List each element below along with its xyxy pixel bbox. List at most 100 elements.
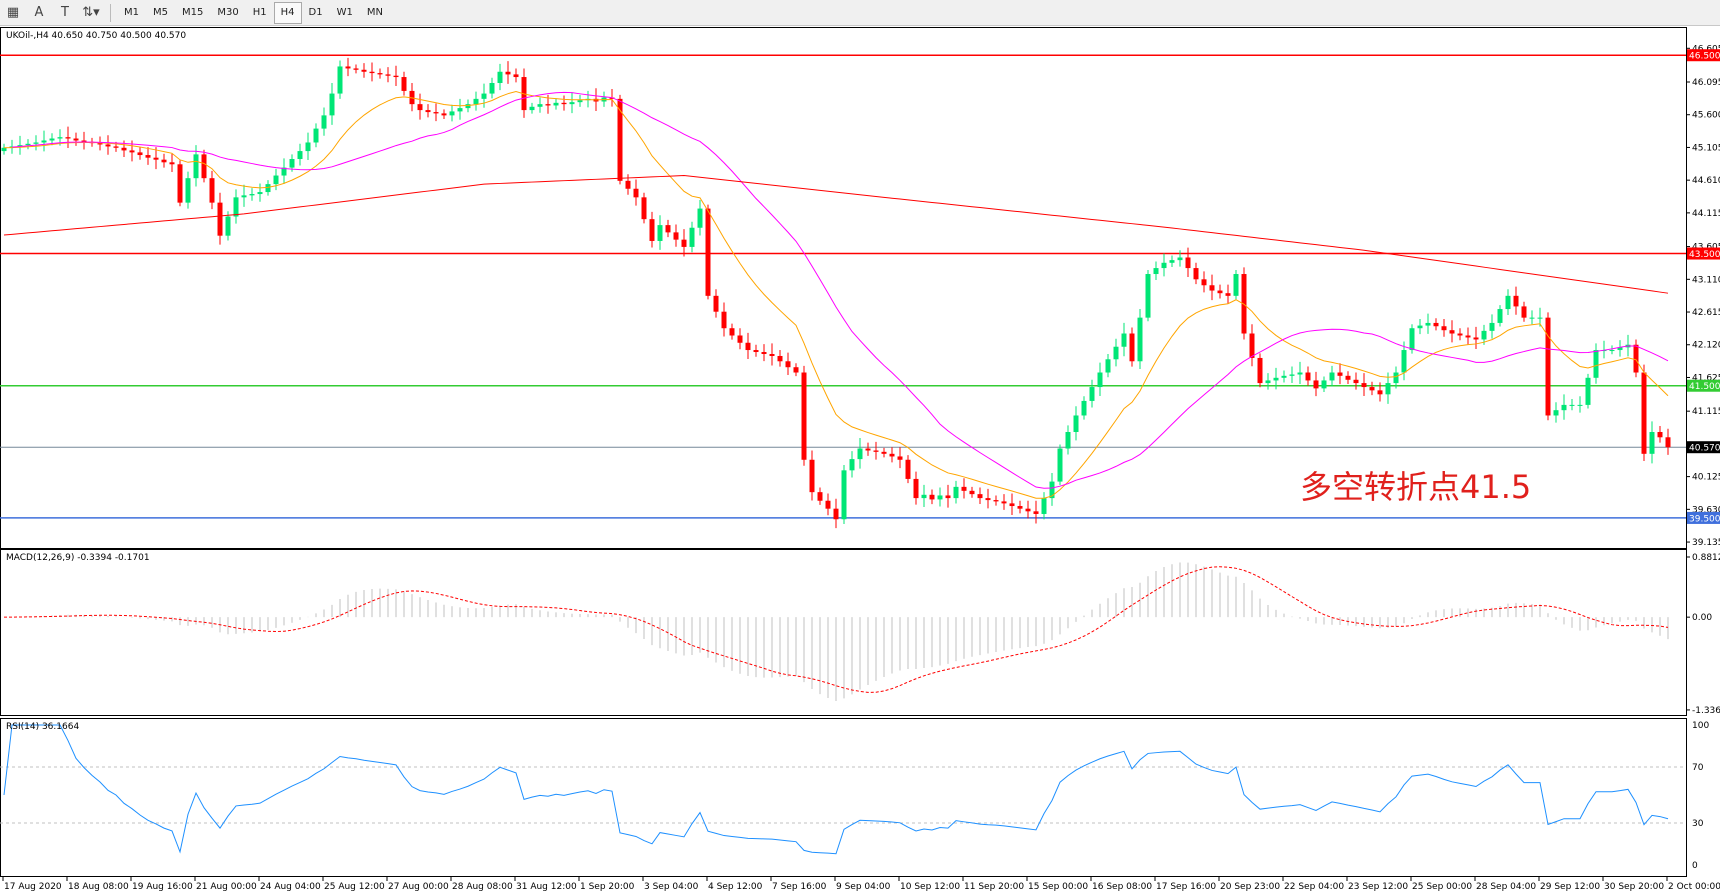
price-tick-label: 46.095	[1692, 78, 1720, 88]
time-tick-label: 22 Sep 04:00	[1284, 882, 1344, 892]
candle-body	[1, 147, 7, 152]
candle-body	[41, 140, 47, 143]
candle-body	[665, 225, 671, 233]
time-tick-label: 16 Sep 08:00	[1092, 882, 1152, 892]
candle-body	[1185, 257, 1191, 269]
time-tick-label: 25 Aug 12:00	[324, 882, 385, 892]
toolbar: ▦ A T ⇅▾ M1 M5 M15 M30 H1 H4 D1 W1 MN	[0, 0, 1720, 26]
time-tick-label: 24 Aug 04:00	[260, 882, 321, 892]
candle-body	[833, 508, 839, 520]
candle-body	[1313, 380, 1319, 389]
candle-body	[657, 225, 663, 241]
candle-body	[273, 175, 279, 185]
candle-body	[1657, 431, 1663, 438]
candle-body	[537, 104, 543, 107]
candle-body	[25, 143, 31, 146]
candle-body	[1177, 257, 1183, 261]
macd-tick-label: 0.8812	[1692, 553, 1720, 563]
candle-body	[1449, 330, 1455, 334]
text-label-icon[interactable]: T	[61, 5, 69, 20]
price-tick-label: 45.600	[1692, 111, 1720, 121]
candle-body	[441, 113, 447, 116]
timeframe-m1[interactable]: M1	[124, 7, 139, 18]
candle-body	[1153, 268, 1159, 275]
candle-body	[449, 111, 455, 116]
candle-body	[1553, 410, 1559, 416]
candle-body	[353, 68, 359, 70]
time-tick-label: 1 Sep 20:00	[580, 882, 635, 892]
rsi-label: RSI(14) 36.1664	[6, 722, 80, 732]
candle-body	[1593, 350, 1599, 378]
time-tick-label: 17 Sep 16:00	[1156, 882, 1216, 892]
ma-slow-line	[3, 175, 1669, 294]
candle-body	[209, 178, 215, 203]
timeframe-m30[interactable]: M30	[217, 7, 239, 18]
candle-body	[105, 144, 111, 147]
candle-body	[1305, 372, 1311, 381]
candle-body	[1225, 293, 1231, 296]
candle-body	[577, 100, 583, 103]
grid-icon[interactable]: ▦	[6, 5, 20, 20]
candle-body	[729, 328, 735, 336]
timeframe-m5[interactable]: M5	[153, 7, 168, 18]
candle-body	[1465, 335, 1471, 338]
candle-body	[1273, 377, 1279, 381]
level-badge-46.500	[1687, 49, 1720, 62]
timeframe-h1[interactable]: H1	[252, 7, 267, 18]
candle-body	[769, 354, 775, 356]
candle-body	[145, 155, 151, 158]
candle-body	[1201, 279, 1207, 286]
timeframe-w1[interactable]: W1	[336, 7, 353, 18]
candle-body	[113, 146, 119, 148]
text-icon[interactable]: A	[34, 5, 44, 20]
timeframe-m15[interactable]: M15	[182, 7, 204, 18]
candle-body	[641, 197, 647, 220]
candle-body	[545, 104, 551, 106]
price-tick-label: 39.630	[1692, 505, 1720, 515]
candle-body	[609, 97, 615, 99]
candle-body	[977, 494, 983, 499]
candle-body	[297, 151, 303, 160]
candle-body	[393, 75, 399, 78]
time-tick-label: 20 Sep 23:00	[1220, 882, 1280, 892]
candle-body	[289, 159, 295, 168]
candle-body	[945, 495, 951, 499]
timeframe-d1[interactable]: D1	[308, 7, 323, 18]
candle-body	[1033, 511, 1039, 514]
candle-body	[1041, 498, 1047, 514]
level-badge-39.500	[1687, 511, 1720, 524]
candle-body	[721, 311, 727, 329]
rsi-tick-label: 70	[1692, 763, 1704, 773]
time-tick-label: 29 Sep 12:00	[1540, 882, 1600, 892]
time-tick-label: 28 Aug 08:00	[452, 882, 513, 892]
candle-body	[1561, 404, 1567, 411]
candle-body	[81, 140, 87, 142]
macd-tick-label: 0.00	[1692, 613, 1712, 623]
time-tick-label: 31 Aug 12:00	[516, 882, 577, 892]
arrows-icon[interactable]: ⇅▾	[82, 5, 100, 20]
candle-body	[1425, 322, 1431, 326]
time-tick-label: 11 Sep 20:00	[964, 882, 1024, 892]
candle-body	[1081, 400, 1087, 416]
candle-body	[1665, 437, 1671, 448]
candle-body	[1529, 317, 1535, 319]
candle-body	[385, 74, 391, 76]
time-tick-label: 10 Sep 12:00	[900, 882, 960, 892]
candle-body	[1649, 431, 1655, 454]
candle-body	[849, 459, 855, 471]
candle-body	[1257, 357, 1263, 384]
candle-body	[425, 110, 431, 113]
rsi-tick-label: 30	[1692, 819, 1704, 829]
level-badge-41.500	[1687, 379, 1720, 392]
candle-body	[361, 69, 367, 72]
candle-body	[73, 138, 79, 141]
candle-body	[305, 142, 311, 152]
candle-body	[761, 352, 767, 355]
candle-body	[1417, 325, 1423, 329]
time-tick-label: 19 Aug 16:00	[132, 882, 193, 892]
candle-body	[1265, 380, 1271, 384]
timeframe-h4[interactable]: H4	[273, 1, 302, 24]
timeframe-mn[interactable]: MN	[366, 7, 383, 18]
time-tick-label: 17 Aug 2020	[4, 882, 62, 892]
